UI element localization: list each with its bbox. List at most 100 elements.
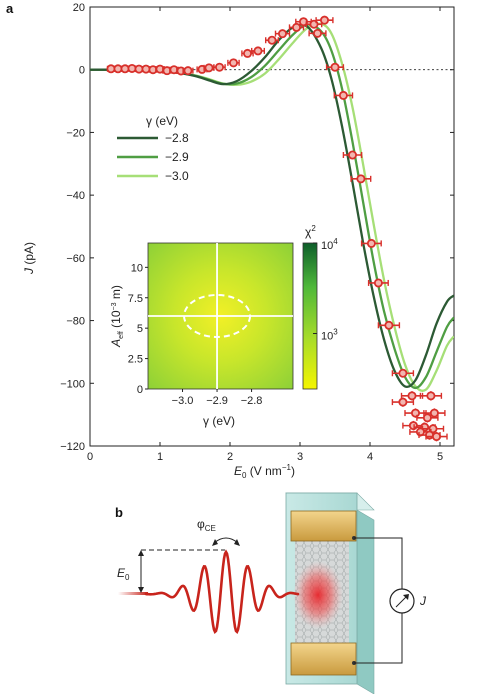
data-point <box>416 413 439 423</box>
main-axes: 0 1 2 3 4 5 20 0 −20 −40 −60 −80 −100 −120 <box>60 2 455 463</box>
data-marker <box>338 90 348 100</box>
inset-y-tick-label: 10 <box>131 262 143 274</box>
x-tick-label: 3 <box>297 451 303 463</box>
data-point <box>288 22 305 32</box>
data-point <box>425 431 448 442</box>
data-point <box>404 408 427 418</box>
heatmap-marks: −3.0 −2.9 −2.8 0 2.5 5 7.5 10 <box>128 243 293 407</box>
data-point <box>265 35 279 45</box>
data-marker <box>141 64 151 74</box>
inset-y-tick-label: 2.5 <box>128 354 143 366</box>
data-marker <box>228 58 238 68</box>
model-curve-1 <box>90 23 454 388</box>
legend-entry-2: −2.9 <box>165 150 189 164</box>
legend-title: γ (eV) <box>146 114 178 128</box>
x-axis-title: E0 (V nm−1) <box>234 463 295 480</box>
data-point <box>377 320 401 330</box>
colorbar-ticks: 104 103 <box>313 237 338 343</box>
data-marker <box>253 46 263 56</box>
y-tick-label: −80 <box>66 316 85 328</box>
x-tick-label: 0 <box>87 451 93 463</box>
y-tick-label: −20 <box>66 127 85 139</box>
data-marker <box>398 397 408 407</box>
data-point <box>367 278 389 288</box>
data-point <box>227 58 240 68</box>
data-point <box>127 63 137 73</box>
measured-points <box>106 15 448 442</box>
data-point <box>350 174 372 184</box>
data-point <box>203 63 215 73</box>
data-marker <box>298 17 308 27</box>
y-tick-label: 0 <box>79 65 85 77</box>
field-arrow-down-icon <box>138 587 144 593</box>
legend: γ (eV) −2.8 −2.9 −3.0 <box>117 114 189 183</box>
data-marker <box>384 320 394 330</box>
phase-arrow-right-icon <box>234 539 240 546</box>
ammeter-arrowhead-icon <box>403 594 409 600</box>
inset-x-axis-title: γ (eV) <box>203 414 235 428</box>
data-marker <box>242 48 252 58</box>
data-marker <box>424 430 434 440</box>
circuit-wire-top <box>354 537 403 589</box>
data-marker <box>319 15 329 25</box>
inset-y-tick-label: 0 <box>137 384 143 396</box>
y-axis-title: J (pA) <box>22 242 36 275</box>
data-marker <box>267 35 277 45</box>
x-tick-label: 5 <box>437 451 443 463</box>
inset-y-tick-label: 5 <box>137 323 143 335</box>
data-marker <box>429 408 439 418</box>
data-marker <box>422 413 432 423</box>
data-point <box>360 238 382 248</box>
data-marker <box>426 391 436 401</box>
colorbar-tick-label: 103 <box>321 328 338 343</box>
current-label: J <box>419 594 427 608</box>
x-tick-label: 4 <box>367 451 373 463</box>
data-marker <box>366 238 376 248</box>
phase-label: φCE <box>197 517 216 533</box>
legend-entry-1: −2.8 <box>165 131 189 145</box>
colorbar <box>302 242 318 390</box>
laser-pulse <box>144 549 300 634</box>
data-point <box>250 46 265 56</box>
circuit-wire-bottom <box>354 613 403 664</box>
data-marker <box>277 29 287 39</box>
data-point <box>391 368 415 378</box>
y-tick-label: −120 <box>60 441 85 453</box>
data-marker <box>373 278 383 288</box>
data-marker <box>312 28 322 38</box>
colorbar-title: χ2 <box>305 224 316 239</box>
panel-b-label: b <box>115 505 123 520</box>
data-point <box>333 90 354 100</box>
data-point <box>419 391 443 401</box>
data-marker <box>407 391 417 401</box>
data-point <box>325 62 345 72</box>
y-tick-label: 20 <box>73 2 85 14</box>
data-marker <box>356 174 366 184</box>
data-point <box>308 28 327 38</box>
data-point <box>391 397 415 407</box>
data-marker <box>410 408 420 418</box>
y-tick-label: −100 <box>60 378 85 390</box>
x-tick-label: 2 <box>227 451 233 463</box>
data-marker <box>291 22 301 32</box>
inset-x-tick-label: −3.0 <box>172 395 194 407</box>
inset-x-tick-label: −2.8 <box>241 395 263 407</box>
field-arrow-up-icon <box>138 550 144 556</box>
main-chart: 0 1 2 3 4 5 20 0 −20 −40 −60 −80 −100 −120 <box>60 2 455 463</box>
data-point <box>315 15 334 25</box>
field-label: E0 <box>117 566 130 582</box>
x-tick-label: 1 <box>157 451 163 463</box>
data-marker <box>214 62 224 72</box>
data-marker <box>431 432 441 442</box>
top-electrode <box>290 510 357 542</box>
legend-entry-3: −3.0 <box>165 169 189 183</box>
inset-y-axis-title: Aeff (10−3 m) <box>109 285 125 348</box>
data-point <box>213 62 226 72</box>
data-marker <box>330 62 340 72</box>
phase-arrow-left-icon <box>212 539 218 546</box>
data-point <box>141 64 151 74</box>
inset-x-tick-label: −2.9 <box>206 395 228 407</box>
inset-y-tick-label: 7.5 <box>128 293 143 305</box>
